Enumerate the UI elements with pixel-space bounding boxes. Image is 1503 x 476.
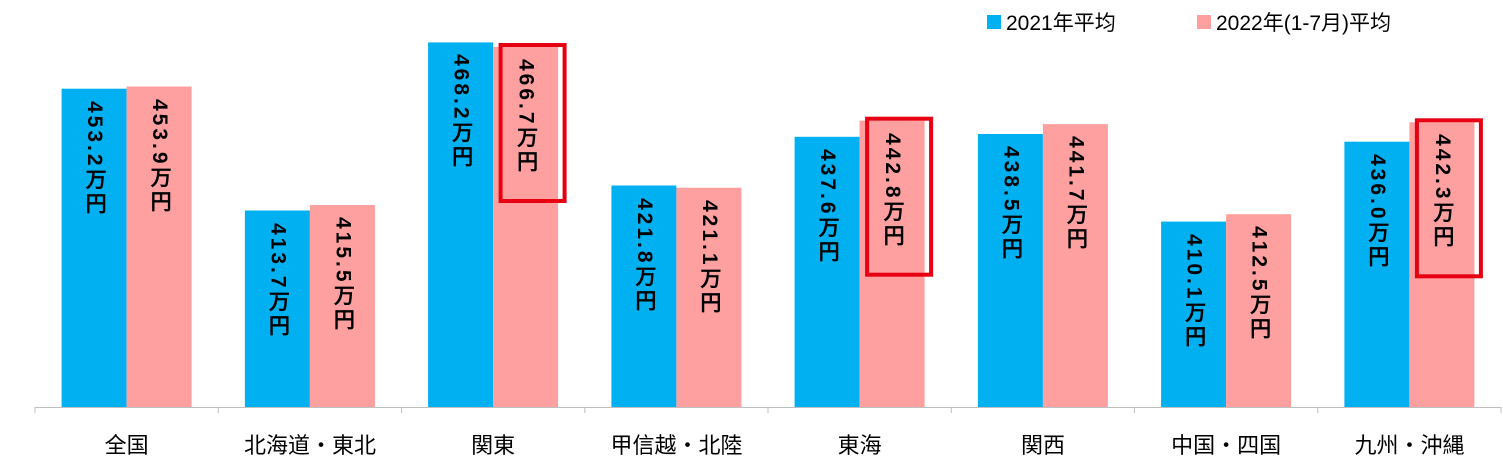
bar-2022-jan-jul-avg-7 xyxy=(1409,122,1475,408)
bar-2022-jan-jul-avg-2 xyxy=(493,47,559,407)
bar-2021-avg-3 xyxy=(611,185,677,407)
highlight-box-2022-jan-jul-avg-7 xyxy=(1414,118,1483,279)
bar-2022-jan-jul-avg-1 xyxy=(309,205,375,407)
legend-swatch-2022-avg xyxy=(1197,15,1211,29)
bar-2021-avg-2 xyxy=(428,42,494,408)
highlight-box-2022-jan-jul-avg-4 xyxy=(865,116,934,277)
bar-2022-jan-jul-avg-5 xyxy=(1042,124,1108,407)
bar-2021-avg-7 xyxy=(1344,141,1410,407)
legend-swatch-2021-avg xyxy=(987,15,1001,29)
bar-2022-jan-jul-avg-6 xyxy=(1226,214,1292,407)
legend-item-2021-avg: 2021年平均 xyxy=(987,10,1116,35)
legend-label-2022-avg: 2022年(1-7月)平均 xyxy=(1216,12,1392,35)
bar-2021-avg-4 xyxy=(794,136,860,408)
bar-2021-avg-6 xyxy=(1161,221,1227,407)
bar-2022-jan-jul-avg-4 xyxy=(859,120,925,407)
bar-2021-avg-5 xyxy=(977,134,1043,407)
legend-label-2021-avg: 2021年平均 xyxy=(1006,12,1116,35)
highlight-box-2022-jan-jul-avg-2 xyxy=(498,43,567,203)
legend-item-2022-avg: 2022年(1-7月)平均 xyxy=(1197,10,1392,35)
bar-2021-avg-1 xyxy=(244,210,310,407)
bar-2022-jan-jul-avg-3 xyxy=(676,187,742,407)
bar-2021-avg-0 xyxy=(61,88,127,407)
bar-2022-jan-jul-avg-0 xyxy=(126,86,192,407)
